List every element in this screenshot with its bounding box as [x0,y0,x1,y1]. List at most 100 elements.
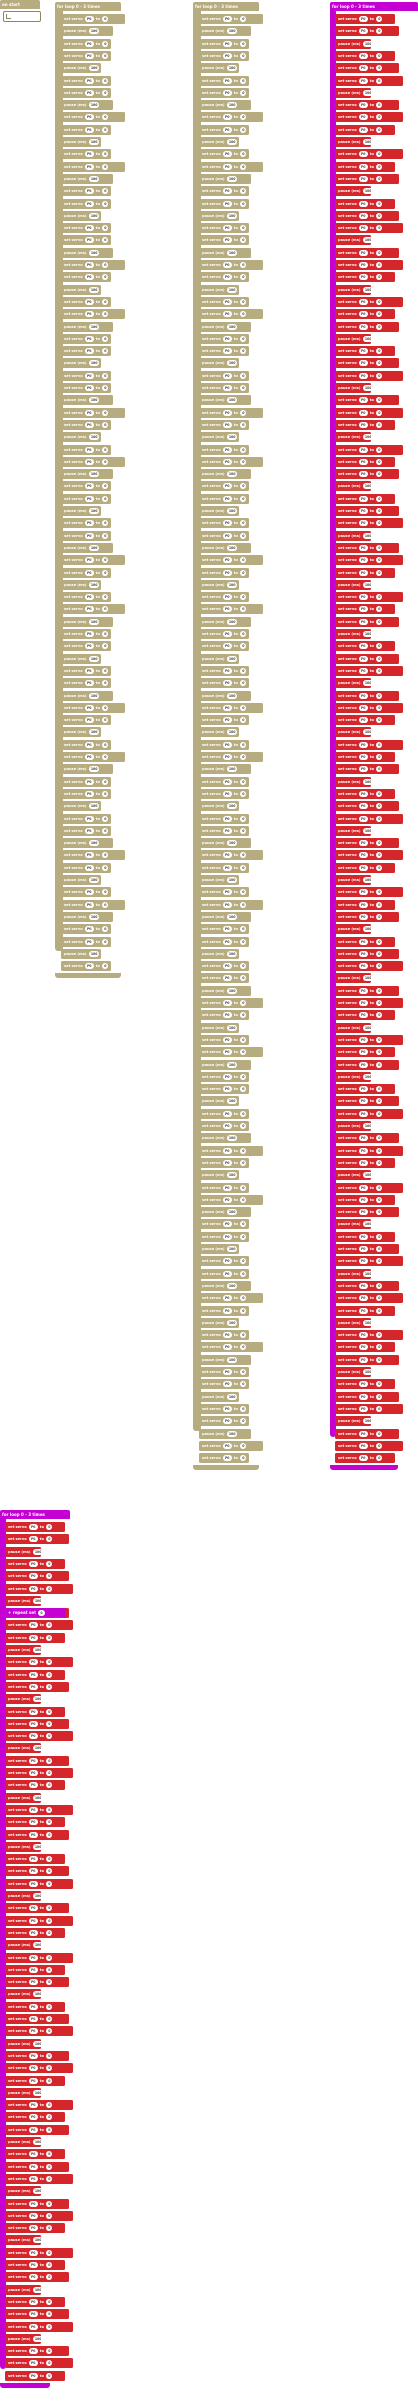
value-field[interactable]: 0 [376,618,383,625]
pin-dropdown[interactable]: P0 [28,1634,38,1641]
pause-block[interactable]: pause (ms) 100 [199,137,239,147]
pause-block[interactable]: pause (ms) 100 [199,542,251,553]
duration-field[interactable]: 100 [88,950,100,957]
pin-dropdown[interactable]: P0 [358,1049,368,1056]
pause-block[interactable]: pause (ms) 100 [61,210,101,221]
servo-block[interactable]: set servo P0 to 0 [5,1854,65,1865]
servo-block[interactable]: set servo P0 to 0 [335,247,399,258]
pause-block[interactable]: pause (ms) 100 [5,1891,41,1901]
duration-field[interactable]: 100 [226,729,238,736]
servo-block[interactable]: set servo P0 to 0 [335,124,395,135]
servo-block[interactable]: set servo P0 to 0 [335,1342,395,1353]
pin-dropdown[interactable]: P0 [28,2126,38,2133]
value-field[interactable]: 0 [46,1622,53,1629]
value-field[interactable]: 0 [46,1806,53,1813]
duration-field[interactable]: 100 [226,323,238,330]
pin-dropdown[interactable]: P0 [358,754,368,760]
pause-block[interactable]: pause (ms) 100 [199,469,251,480]
value-field[interactable]: 0 [376,1442,383,1449]
servo-block[interactable]: set servo P0 to 0 [199,333,249,344]
value-field[interactable]: 0 [240,52,247,59]
value-field[interactable]: 0 [240,372,247,379]
pin-dropdown[interactable]: P0 [28,2200,38,2207]
pin-dropdown[interactable]: P0 [358,520,368,527]
value-field[interactable]: 0 [240,1049,247,1056]
value-field[interactable]: 0 [376,1135,383,1142]
pin-dropdown[interactable]: P0 [222,372,232,379]
servo-block[interactable]: set servo P0 to 0 [199,678,249,689]
servo-block[interactable]: set servo P0 to 0 [199,555,263,566]
value-field[interactable]: 0 [376,766,383,773]
value-field[interactable]: 0 [240,1270,247,1277]
value-field[interactable]: 0 [240,1405,247,1412]
value-field[interactable]: 0 [376,741,383,748]
pin-dropdown[interactable]: P0 [84,532,94,539]
value-field[interactable]: 0 [376,163,383,170]
servo-block[interactable]: set servo P0 to 0 [61,383,111,393]
duration-field[interactable]: 100 [32,2237,41,2244]
pin-dropdown[interactable]: P0 [28,2372,38,2379]
value-field[interactable]: 0 [102,594,109,601]
pause-block[interactable]: pause (ms) 100 [5,2186,41,2197]
pause-block[interactable]: pause (ms) 100 [61,26,113,37]
pin-dropdown[interactable]: P0 [28,2360,38,2367]
pin-dropdown[interactable]: P0 [222,298,232,305]
value-field[interactable]: 0 [376,1233,383,1240]
pin-dropdown[interactable]: P0 [28,2262,38,2268]
duration-field[interactable]: 100 [88,212,100,219]
pin-dropdown[interactable]: P0 [84,16,94,22]
value-field[interactable]: 0 [376,274,383,281]
value-field[interactable]: 0 [102,348,109,355]
duration-field[interactable]: 100 [226,175,238,182]
value-field[interactable]: 0 [46,1659,53,1666]
servo-block[interactable]: set servo P0 to 0 [199,309,263,320]
servo-block[interactable]: set servo P0 to 0 [199,481,249,492]
servo-block[interactable]: set servo P0 to 0 [335,419,395,430]
pin-dropdown[interactable]: P0 [358,225,368,232]
pin-dropdown[interactable]: P0 [358,704,368,711]
servo-block[interactable]: set servo P0 to 0 [335,1391,399,1402]
pin-dropdown[interactable]: P0 [358,569,368,576]
pin-dropdown[interactable]: P0 [28,1917,38,1924]
duration-field[interactable]: 100 [32,1942,41,1949]
duration-field[interactable]: 100 [226,1319,238,1326]
servo-block[interactable]: set servo P0 to 0 [335,358,399,369]
value-field[interactable]: 0 [240,151,247,158]
pause-block[interactable]: pause (ms) 100 [335,1170,371,1181]
servo-block[interactable]: set servo P0 to 0 [335,1330,403,1341]
servo-block[interactable]: set servo P0 to 0 [199,1047,263,1058]
servo-block[interactable]: set servo P0 to 0 [199,899,263,910]
value-field[interactable]: 0 [376,667,383,674]
servo-block[interactable]: set servo P0 to 0 [199,235,249,246]
pause-block[interactable]: pause (ms) 100 [5,2137,41,2147]
pin-dropdown[interactable]: P0 [222,1000,232,1006]
pin-dropdown[interactable]: P0 [222,631,232,637]
servo-block[interactable]: set servo P0 to 0 [335,272,395,283]
value-field[interactable]: 0 [376,803,383,810]
value-field[interactable]: 0 [102,680,109,687]
pin-dropdown[interactable]: P0 [28,1929,38,1936]
pin-dropdown[interactable]: P0 [222,532,232,539]
pin-dropdown[interactable]: P0 [222,458,232,465]
pause-block[interactable]: pause (ms) 100 [61,284,101,295]
pin-dropdown[interactable]: P0 [28,2065,38,2072]
servo-block[interactable]: set servo P0 to 0 [61,149,111,160]
pin-dropdown[interactable]: P0 [358,766,368,773]
value-field[interactable]: 0 [240,1307,247,1314]
servo-block[interactable]: set servo P0 to 0 [199,1367,249,1377]
duration-field[interactable]: 100 [226,1024,238,1031]
value-field[interactable]: 0 [46,2249,53,2256]
value-field[interactable]: 0 [46,1831,53,1838]
duration-field[interactable]: 100 [88,877,100,883]
pin-dropdown[interactable]: P0 [84,667,94,674]
duration-field[interactable]: 100 [88,102,100,109]
servo-block[interactable]: set servo P0 to 0 [5,1804,73,1815]
pause-block[interactable]: pause (ms) 100 [61,321,113,332]
value-field[interactable]: 0 [240,1159,247,1166]
value-field[interactable]: 0 [376,987,383,994]
servo-block[interactable]: set servo P0 to 0 [335,1096,399,1107]
pin-dropdown[interactable]: P0 [358,938,368,945]
value-field[interactable]: 0 [46,1905,53,1912]
duration-field[interactable]: 100 [32,1696,41,1703]
value-field[interactable]: 0 [46,2151,53,2158]
